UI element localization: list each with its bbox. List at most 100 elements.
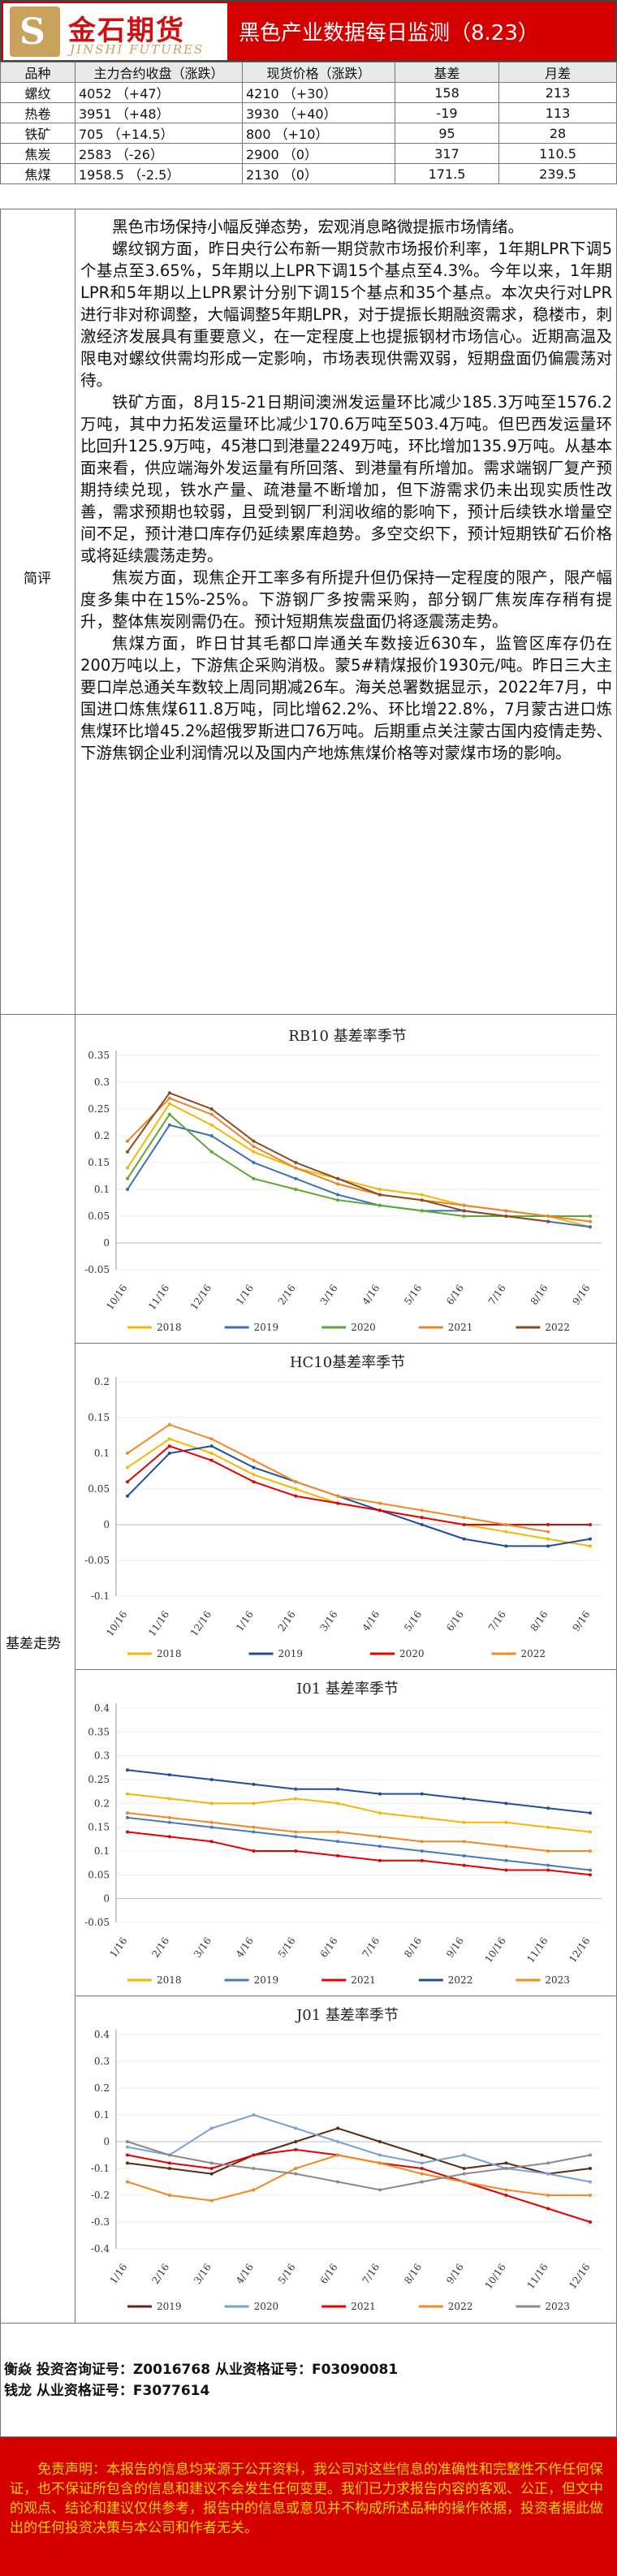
legend-label: 2023 (545, 2301, 570, 2312)
table-cell: 焦煤 (0, 163, 76, 184)
data-point (126, 2180, 129, 2184)
data-point (167, 1815, 171, 1819)
chart-title: HC10基差率季节 (290, 1354, 405, 1371)
data-point (546, 1537, 550, 1541)
data-point (504, 1215, 508, 1218)
data-point (589, 2180, 592, 2184)
logo-english-name: JINSHI FUTURES (70, 42, 205, 57)
data-point (589, 2220, 592, 2224)
x-tick-label: 12/16 (188, 1609, 214, 1638)
series-line (127, 1831, 591, 1876)
y-tick-label: -0.1 (91, 1590, 110, 1602)
data-point (167, 1452, 171, 1455)
x-tick-label: 7/16 (360, 1935, 382, 1960)
x-tick-label: 5/16 (402, 1283, 424, 1307)
legend-label: 2018 (157, 1648, 182, 1659)
data-point (252, 2167, 256, 2170)
x-tick-label: 10/16 (483, 1935, 508, 1965)
x-tick-label: 11/16 (146, 1283, 171, 1312)
table-header-row: 品种 主力合约收盘（涨跌） 现货价格（涨跌） 基差 月差 (0, 62, 617, 83)
x-tick-label: 2/16 (149, 2262, 171, 2286)
y-tick-label: -0.05 (84, 1264, 110, 1275)
logo-mark-letter: S (19, 11, 45, 53)
table-cell: 4052 （+47） (75, 82, 243, 103)
data-point (209, 1825, 214, 1829)
data-point (294, 1166, 298, 1170)
data-point (546, 1530, 550, 1534)
data-point (462, 1840, 466, 1844)
table-cell: 3951 （+48） (75, 102, 243, 123)
data-point (209, 1123, 214, 1127)
y-tick-label: 0.05 (88, 1483, 110, 1495)
data-point (462, 2180, 466, 2184)
table-cell: 800 （+10） (242, 123, 395, 144)
y-tick-label: 0 (103, 1893, 110, 1905)
legend-label: 2022 (448, 2301, 473, 2312)
data-point (546, 1806, 550, 1810)
i01-basis-chart: I01 基差率季节 0.4 0.35 0.3 0.25 0.2 0.15 0.1 0.05 0 -0… (84, 1681, 602, 1986)
series-line (127, 1812, 590, 1852)
table-row: 螺纹 4052 （+47） 4210 （+30） 158 213 (0, 82, 617, 103)
data-point (378, 2153, 382, 2157)
series-line (127, 2141, 591, 2191)
table-cell: 焦炭 (0, 143, 76, 164)
data-point (252, 1480, 256, 1484)
data-point (378, 1508, 382, 1512)
table-header-cell: 主力合约收盘（涨跌） (75, 62, 243, 83)
y-tick-label: 0.1 (94, 1845, 110, 1857)
data-point (462, 2153, 466, 2157)
legend-label: 2019 (254, 1322, 279, 1333)
x-tick-label: 6/16 (444, 1283, 466, 1307)
data-point (420, 2161, 424, 2165)
x-tick-label: 1/16 (108, 1935, 130, 1960)
series-line (127, 2127, 591, 2175)
table-cell: 158 (395, 82, 499, 103)
data-point (294, 1480, 298, 1484)
data-point (126, 2140, 129, 2143)
legend-label: 2019 (278, 1648, 304, 1659)
data-point (294, 1830, 298, 1834)
y-tick-label: 0.2 (94, 1130, 110, 1141)
data-point (462, 2172, 466, 2176)
data-point (462, 1523, 466, 1526)
data-point (546, 1863, 550, 1867)
y-tick-label: 0.1 (94, 2109, 110, 2121)
data-point (589, 1830, 592, 1834)
data-point (336, 1853, 340, 1858)
series-line (127, 2154, 590, 2202)
data-point (420, 1209, 424, 1213)
basis-label-cell: 基差走势 (1, 1015, 76, 2323)
table-cell: 113 (498, 102, 617, 123)
data-point (589, 1215, 592, 1218)
data-point (420, 2153, 424, 2157)
data-point (209, 1840, 214, 1844)
data-point (252, 1139, 256, 1143)
table-cell: 热卷 (0, 102, 76, 123)
x-tick-label: 10/16 (483, 2262, 508, 2291)
report-title: 黑色产业数据每日监测（8.23） (239, 21, 539, 45)
table-header-cell: 月差 (498, 62, 617, 83)
table-header-cell: 现货价格（涨跌） (242, 62, 395, 83)
data-point (378, 1845, 382, 1849)
data-point (209, 1150, 214, 1154)
data-point (336, 1501, 340, 1505)
series-line (127, 1423, 549, 1533)
legend-label: 2022 (545, 1322, 570, 1333)
data-point (294, 1849, 298, 1853)
x-tick-label: 8/16 (402, 2262, 424, 2286)
data-point (504, 2167, 508, 2170)
comment-paragraph: 铁矿方面，8月15-21日期间澳洲发运量环比减少185.3万吨至1576.2万吨… (80, 393, 612, 565)
legend-label: 2021 (351, 2301, 376, 2312)
data-point (126, 1811, 129, 1815)
table-cell: -19 (395, 102, 499, 123)
data-point (294, 1188, 298, 1191)
data-point (504, 1820, 508, 1824)
data-point (294, 1835, 298, 1839)
series-line (127, 1091, 549, 1223)
data-point (504, 2188, 508, 2192)
y-tick-label: 0.15 (88, 1157, 110, 1168)
data-point (378, 1193, 382, 1197)
x-tick-label: 5/16 (276, 1935, 298, 1960)
data-point (504, 1858, 508, 1862)
data-point (252, 2188, 256, 2192)
